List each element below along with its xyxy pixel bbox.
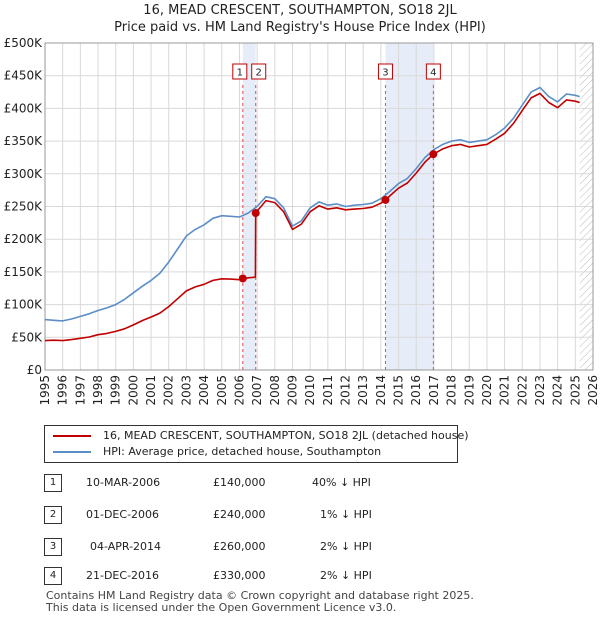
sale-number-box xyxy=(425,63,441,80)
y-tick-label: £400K xyxy=(4,101,44,115)
x-tick-label: 2014 xyxy=(374,375,388,406)
y-tick-label: £450K xyxy=(4,69,44,83)
sale-number-box xyxy=(377,63,393,80)
y-tick-label: £100K xyxy=(4,298,44,312)
y-tick-label: £250K xyxy=(4,200,44,214)
transaction-hpi-diff: 2% ↓ HPI xyxy=(320,540,372,553)
x-tick-label: 2008 xyxy=(268,375,282,406)
sale-point xyxy=(251,209,260,218)
x-tick-label: 2019 xyxy=(462,375,476,406)
legend: 16, MEAD CRESCENT, SOUTHAMPTON, SO18 2JL… xyxy=(44,425,469,463)
x-tick-label: 2010 xyxy=(303,375,317,406)
legend-hpi-swatch xyxy=(53,451,91,453)
legend-property-swatch xyxy=(53,435,91,437)
sale-number-box xyxy=(232,63,248,80)
x-tick-label: 2000 xyxy=(126,375,140,406)
y-tick-label: £500K xyxy=(4,36,44,50)
x-tick-label: 2016 xyxy=(409,375,423,406)
x-tick-label: 2005 xyxy=(215,375,229,406)
legend-property-label: 16, MEAD CRESCENT, SOUTHAMPTON, SO18 2JL… xyxy=(103,429,469,442)
transaction-price: £240,000 xyxy=(213,508,266,521)
x-tick-label: 2002 xyxy=(162,375,176,406)
footer: Contains HM Land Registry data © Crown c… xyxy=(46,590,474,614)
legend-hpi-label: HPI: Average price, detached house, Sout… xyxy=(103,445,382,458)
x-tick-label: 2001 xyxy=(144,375,158,406)
transaction-row: 2 01-DEC-2006 £240,000 1% ↓ HPI xyxy=(0,505,600,525)
x-tick-label: 2023 xyxy=(533,375,547,406)
transaction-hpi-diff: 1% ↓ HPI xyxy=(320,508,372,521)
sale-point xyxy=(429,150,438,159)
x-tick-label: 1999 xyxy=(109,375,123,406)
transaction-row: 4 21-DEC-2016 £330,000 2% ↓ HPI xyxy=(0,566,600,586)
sale-number-label: 1 xyxy=(237,68,243,79)
x-tick-label: 2009 xyxy=(285,375,299,406)
y-tick-label: £150K xyxy=(4,265,44,279)
x-tick-label: 2006 xyxy=(232,375,246,406)
x-tick-label: 2015 xyxy=(392,375,406,406)
title-line-1: 16, MEAD CRESCENT, SOUTHAMPTON, SO18 2JL xyxy=(143,3,457,18)
sale-point xyxy=(238,274,247,283)
x-tick-label: 2026 xyxy=(586,375,600,406)
x-tick-label: 2018 xyxy=(445,375,459,406)
transaction-date: 01-DEC-2006 xyxy=(86,508,160,521)
y-tick-label: £200K xyxy=(4,232,44,246)
x-tick-label: 1997 xyxy=(73,375,87,406)
x-tick-label: 2025 xyxy=(568,375,582,406)
transaction-date: 04-APR-2014 xyxy=(90,540,162,553)
transaction-number: 3 xyxy=(44,538,62,556)
sale-number-box xyxy=(251,63,267,80)
price-chart: 1 2 3 4 £0 £50K £100K £150K £200K £250K £300K £350K… xyxy=(4,36,600,406)
transaction-row: 1 10-MAR-2006 £140,000 40% ↓ HPI xyxy=(0,473,600,493)
sale-number-label: 4 xyxy=(430,68,436,79)
transaction-date: 10-MAR-2006 xyxy=(86,476,161,489)
footer-line-1: Contains HM Land Registry data © Crown c… xyxy=(46,589,474,602)
x-tick-label: 1996 xyxy=(56,375,70,406)
chart-title: 16, MEAD CRESCENT, SOUTHAMPTON, SO18 2JL… xyxy=(0,2,600,36)
x-tick-label: 2022 xyxy=(515,375,529,406)
y-tick-label: £0 xyxy=(27,363,42,377)
property-series-line xyxy=(44,92,580,342)
x-tick-label: 2024 xyxy=(551,375,565,406)
transaction-price: £140,000 xyxy=(213,476,266,489)
y-tick-label: £50K xyxy=(11,330,43,344)
x-tick-label: 2012 xyxy=(339,375,353,406)
footer-line-2: This data is licensed under the Open Gov… xyxy=(46,601,397,614)
x-tick-label: 2020 xyxy=(480,375,494,406)
hpi-series-line xyxy=(44,86,580,322)
transaction-price: £330,000 xyxy=(213,569,266,582)
transaction-number: 2 xyxy=(44,506,62,524)
sale-number-label: 3 xyxy=(382,68,388,79)
x-tick-label: 1995 xyxy=(38,375,52,406)
x-tick-label: 1998 xyxy=(91,375,105,406)
title-line-2: Price paid vs. HM Land Registry's House … xyxy=(114,20,486,35)
plot-border xyxy=(44,42,594,371)
x-tick-label: 2004 xyxy=(197,375,211,406)
sale-number-label: 2 xyxy=(256,68,262,79)
transaction-number: 1 xyxy=(44,474,62,492)
transaction-number: 4 xyxy=(44,567,62,585)
transaction-price: £260,000 xyxy=(213,540,266,553)
x-tick-label: 2011 xyxy=(321,375,335,406)
sale-point xyxy=(381,195,390,204)
transaction-row: 3 04-APR-2014 £260,000 2% ↓ HPI xyxy=(0,537,600,557)
x-tick-label: 2013 xyxy=(356,375,370,406)
y-tick-label: £350K xyxy=(4,134,44,148)
y-tick-label: £300K xyxy=(4,167,44,181)
x-tick-label: 2021 xyxy=(498,375,512,406)
x-tick-label: 2003 xyxy=(179,375,193,406)
x-tick-label: 2017 xyxy=(427,375,441,406)
transaction-date: 21-DEC-2016 xyxy=(86,569,160,582)
transaction-hpi-diff: 2% ↓ HPI xyxy=(320,569,372,582)
transaction-hpi-diff: 40% ↓ HPI xyxy=(312,476,371,489)
x-tick-label: 2007 xyxy=(250,375,264,406)
